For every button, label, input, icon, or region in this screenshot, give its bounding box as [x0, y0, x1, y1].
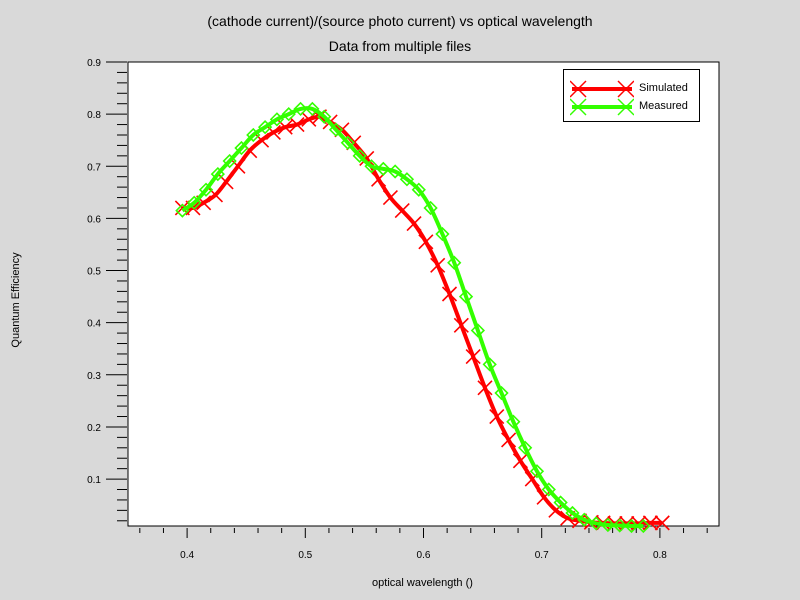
data-point-simulated — [512, 453, 528, 469]
data-point-measured — [257, 120, 273, 135]
data-point-measured — [447, 255, 462, 270]
y-tick-label: 0.3 — [87, 371, 101, 382]
x-tick-label: 0.8 — [653, 550, 667, 561]
data-point-simulated — [631, 515, 647, 531]
data-point-measured — [210, 166, 225, 182]
chart-subtitle: Data from multiple files — [328, 38, 472, 54]
data-point-measured — [553, 495, 568, 510]
legend-label-measured: Measured — [639, 100, 688, 112]
legend-swatch-measured — [570, 98, 634, 116]
data-point-measured — [636, 518, 651, 534]
data-point-simulated — [654, 515, 670, 531]
data-point-measured — [435, 226, 450, 242]
y-axis-label: Quantum Efficiency — [10, 252, 22, 348]
data-point-simulated — [254, 132, 270, 148]
series-measured — [175, 101, 651, 534]
data-point-simulated — [230, 158, 246, 174]
axes: 0.4 0.5 0.6 0.7 0.8 0.1 0.2 0.3 0.4 0.5 0.6 0.7 0.8 0… — [87, 58, 708, 561]
data-point-simulated — [289, 116, 305, 133]
series-group — [174, 101, 670, 534]
y-tick-label: 0.8 — [87, 110, 101, 121]
legend-swatch-simulated — [570, 80, 634, 98]
data-point-simulated — [489, 408, 505, 425]
legend-entry-measured: Measured — [564, 98, 699, 116]
legend-entry-simulated: Simulated — [564, 80, 699, 98]
y-tick-label: 0.9 — [87, 58, 101, 69]
data-point-measured — [506, 414, 521, 429]
data-point-measured — [293, 101, 308, 117]
data-point-measured — [588, 516, 604, 531]
data-point-measured — [624, 518, 639, 534]
data-point-measured — [541, 482, 556, 497]
x-axis-label: optical wavelength () — [372, 577, 473, 589]
data-point-measured — [612, 518, 627, 533]
data-point-measured — [198, 182, 214, 197]
data-point-measured — [305, 101, 320, 117]
data-point-measured — [352, 148, 367, 163]
y-tick-label: 0.2 — [87, 423, 101, 434]
data-point-measured — [399, 172, 415, 187]
data-point-simulated — [453, 317, 469, 333]
data-point-measured — [388, 164, 403, 179]
data-point-simulated — [418, 234, 434, 250]
data-point-measured — [458, 289, 474, 304]
data-point-simulated — [441, 286, 458, 302]
data-point-simulated — [501, 432, 517, 448]
data-point-measured — [600, 517, 616, 533]
data-point-measured — [470, 323, 486, 338]
x-tick-label: 0.5 — [298, 550, 312, 561]
data-point-simulated — [465, 348, 481, 365]
chart-title: (cathode current)/(source photo current)… — [207, 13, 593, 29]
data-point-measured — [246, 127, 261, 143]
data-point-simulated — [359, 150, 375, 167]
y-tick-label: 0.6 — [87, 214, 101, 225]
data-point-measured — [222, 153, 237, 169]
x-tick-label: 0.4 — [180, 550, 194, 561]
data-point-measured — [317, 109, 332, 124]
data-point-simulated — [548, 502, 564, 518]
data-point-simulated — [430, 257, 446, 273]
data-point-simulated — [642, 515, 659, 531]
data-point-measured — [411, 182, 426, 197]
series-line-measured — [181, 106, 644, 529]
legend-label-simulated: Simulated — [639, 82, 688, 94]
data-point-measured — [281, 107, 296, 122]
x-tick-label: 0.6 — [417, 550, 431, 561]
y-tick-label: 0.1 — [87, 475, 101, 486]
data-point-measured — [423, 200, 438, 216]
data-point-measured — [364, 159, 379, 174]
y-tick-label: 0.4 — [87, 319, 101, 330]
data-point-simulated — [406, 216, 422, 232]
data-point-measured — [529, 464, 545, 479]
data-point-simulated — [394, 203, 410, 219]
data-point-measured — [269, 112, 285, 127]
data-point-measured — [482, 357, 497, 372]
data-point-measured — [518, 440, 533, 455]
data-point-simulated — [265, 124, 281, 140]
legend: Simulated Measured — [563, 69, 700, 122]
x-tick-label: 0.7 — [535, 550, 549, 561]
plot-area — [127, 61, 720, 527]
data-point-measured — [234, 140, 249, 156]
data-point-measured — [187, 195, 202, 210]
data-point-measured — [328, 122, 344, 137]
data-point-measured — [565, 505, 580, 521]
data-point-simulated — [382, 189, 398, 206]
data-point-simulated — [477, 380, 493, 396]
y-tick-label: 0.5 — [87, 267, 101, 278]
data-point-measured — [175, 203, 190, 218]
data-point-measured — [340, 135, 355, 150]
data-point-measured — [376, 161, 391, 177]
y-tick-label: 0.7 — [87, 162, 101, 173]
data-point-measured — [494, 385, 509, 401]
data-point-measured — [577, 512, 592, 527]
